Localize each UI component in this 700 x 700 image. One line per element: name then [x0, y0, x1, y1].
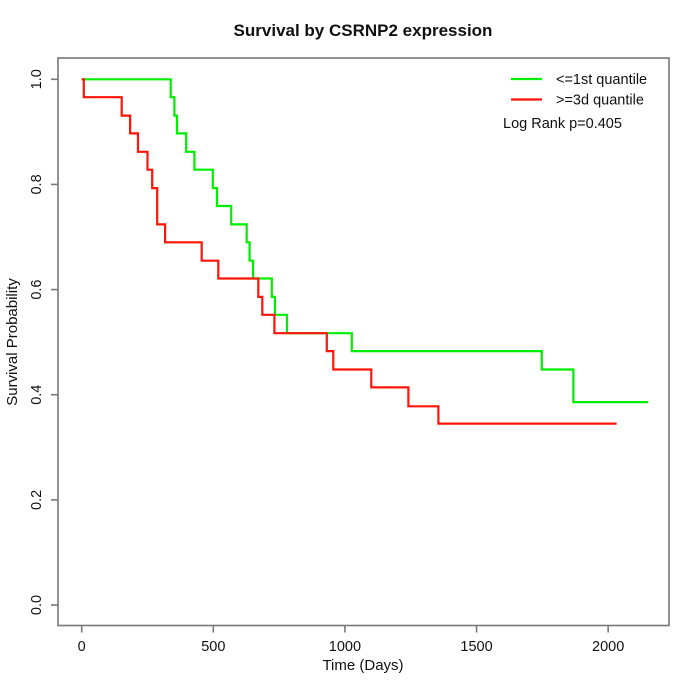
- x-axis-title: Time (Days): [322, 657, 403, 674]
- chart-title: Survival by CSRNP2 expression: [234, 21, 493, 40]
- y-axis-title: Survival Probability: [4, 278, 21, 406]
- x-tick-label: 1500: [460, 639, 492, 655]
- y-tick-label: 1.0: [29, 69, 45, 89]
- x-tick-label: 1000: [329, 639, 361, 655]
- x-tick-label: 2000: [592, 639, 624, 655]
- y-tick-label: 0.4: [29, 385, 45, 405]
- y-tick-label: 0.0: [29, 595, 45, 615]
- survival-curves: [81, 78, 649, 425]
- legend-label-third-quantile: >=3d quantile: [556, 93, 644, 109]
- y-tick-label: 0.8: [29, 174, 45, 194]
- logrank-pvalue-text: Log Rank p=0.405: [503, 116, 622, 132]
- legend-label-first-quantile: <=1st quantile: [556, 72, 647, 88]
- x-tick-label: 500: [201, 639, 225, 655]
- y-axis: 0.0 0.2 0.4 0.6 0.8 1.0: [29, 69, 58, 615]
- legend: <=1st quantile >=3d quantile Log Rank p=…: [503, 72, 647, 132]
- y-tick-label: 0.2: [29, 490, 45, 510]
- plot-border-box: [57, 57, 670, 627]
- x-tick-label: 0: [78, 639, 86, 655]
- survival-curve-red: [81, 78, 617, 425]
- x-axis: 0 500 1000 1500 2000: [78, 625, 624, 655]
- y-tick-label: 0.6: [29, 279, 45, 299]
- survival-curve-green: [81, 78, 649, 404]
